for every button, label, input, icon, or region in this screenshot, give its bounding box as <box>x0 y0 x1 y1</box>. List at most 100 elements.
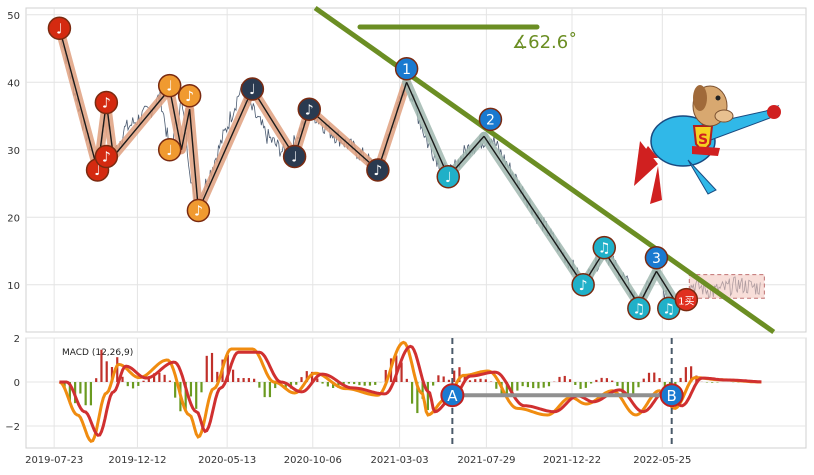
macd-divergence-label: A <box>447 387 458 405</box>
x-tick-label: 2019-12-12 <box>108 455 166 466</box>
macd-histogram-bar <box>411 382 413 404</box>
macd-histogram-bar <box>569 379 571 382</box>
price-y-tick-label: 30 <box>7 146 20 157</box>
wave-marker-label: ♫ <box>598 241 611 257</box>
snout-shape <box>715 110 733 122</box>
price-y-tick-label: 10 <box>7 281 20 292</box>
wave-marker-label: 3 <box>652 251 661 267</box>
macd-histogram-bar <box>374 382 376 385</box>
macd-histogram-bar <box>658 378 660 382</box>
macd-histogram-bar <box>537 382 539 388</box>
price-y-tick-label: 40 <box>7 78 20 89</box>
x-tick-label: 2020-05-13 <box>198 455 256 466</box>
macd-histogram-bar <box>211 353 213 382</box>
macd-histogram-bar <box>142 381 144 382</box>
eye-shape <box>716 96 721 101</box>
macd-histogram-bar <box>369 382 371 386</box>
wave-marker: 1买 <box>675 289 697 311</box>
macd-histogram-bar <box>606 378 608 382</box>
macd-histogram-bar <box>637 382 639 387</box>
wave-marker: ♪ <box>95 92 117 114</box>
macd-title: MACD (12,26,9) <box>62 348 133 358</box>
macd-histogram-bar <box>300 377 302 382</box>
wave-marker: 3 <box>645 247 667 269</box>
macd-histogram-bar <box>353 382 355 384</box>
price-y-tick-label: 50 <box>7 11 20 22</box>
macd-histogram-bar <box>601 378 603 382</box>
wave-marker-label: ♫ <box>633 301 646 317</box>
macd-histogram-bar <box>406 379 408 382</box>
macd-histogram-bar <box>516 382 518 391</box>
wave-marker-label: ♪ <box>102 150 111 166</box>
wave-marker-label: 2 <box>486 112 495 128</box>
macd-histogram-bar <box>100 350 102 382</box>
macd-y-tick-label: 2 <box>14 334 20 345</box>
macd-histogram-bar <box>469 380 471 382</box>
macd-histogram-bar <box>453 371 455 382</box>
wave-marker: ♩ <box>284 146 306 168</box>
wave-marker-label: ♩ <box>166 79 173 95</box>
wave-marker-label: ♩ <box>249 82 256 98</box>
macd-histogram-bar <box>427 382 429 410</box>
wave-marker-label: ♩ <box>445 170 452 186</box>
macd-histogram-bar <box>527 382 529 387</box>
macd-histogram-bar <box>348 382 350 384</box>
macd-histogram-bar <box>95 378 97 382</box>
macd-histogram-bar <box>132 382 134 388</box>
wave-marker: ♪ <box>367 159 389 181</box>
wave-marker-label: ♪ <box>194 204 203 220</box>
x-tick-label: 2020-10-06 <box>284 455 342 466</box>
macd-histogram-bar <box>522 382 524 386</box>
wave-marker: ♪ <box>572 274 594 296</box>
wave-marker-label: ♩ <box>291 150 298 166</box>
wave-marker-label: ♪ <box>102 96 111 112</box>
wave-marker: ♪ <box>179 85 201 107</box>
wave-marker-label: 1 <box>402 62 411 78</box>
macd-histogram-bar <box>137 382 139 386</box>
macd-histogram-bar <box>200 382 202 392</box>
wave-marker: ♩ <box>159 139 181 161</box>
macd-histogram-bar <box>474 379 476 382</box>
macd-histogram-bar <box>258 382 260 388</box>
macd-histogram-bar <box>237 378 239 382</box>
macd-histogram-bar <box>106 361 108 382</box>
macd-histogram-bar <box>437 375 439 382</box>
wave-marker: ♪ <box>95 146 117 168</box>
wave-marker-label: ♪ <box>373 163 382 179</box>
macd-histogram-bar <box>79 382 81 394</box>
macd-histogram-bar <box>611 381 613 382</box>
wave-marker-label: ♩ <box>166 143 173 159</box>
macd-histogram-bar <box>232 370 234 382</box>
macd-histogram-bar <box>121 377 123 382</box>
macd-histogram-bar <box>127 382 129 386</box>
x-tick-label: 2021-07-29 <box>457 455 515 466</box>
macd-histogram-bar <box>158 373 160 382</box>
wave-marker: ♩ <box>437 166 459 188</box>
macd-histogram-bar <box>579 382 581 389</box>
macd-histogram-bar <box>711 382 713 383</box>
macd-histogram-bar <box>632 382 634 395</box>
wave-marker: ♩ <box>159 75 181 97</box>
wave-marker: 2 <box>479 108 501 130</box>
wave-marker: ♫ <box>593 237 615 259</box>
macd-histogram-bar <box>643 379 645 382</box>
macd-histogram-bar <box>685 367 687 382</box>
macd-histogram-bar <box>90 382 92 405</box>
wave-marker-label: ♩ <box>56 21 63 37</box>
price-y-tick-label: 20 <box>7 213 20 224</box>
macd-histogram-bar <box>264 382 266 397</box>
macd-histogram-bar <box>543 382 545 388</box>
x-tick-label: 2022-05-25 <box>633 455 691 466</box>
macd-histogram-bar <box>164 375 166 382</box>
wave-marker: ♩ <box>48 17 70 39</box>
fist-shape <box>767 105 781 119</box>
wave-marker-label: ♫ <box>662 301 675 317</box>
wave-marker: ♪ <box>187 200 209 222</box>
emblem-letter: S <box>698 132 708 148</box>
macd-histogram-bar <box>358 382 360 385</box>
wave-marker: ♪ <box>298 98 320 120</box>
macd-histogram-bar <box>495 382 497 389</box>
macd-histogram-bar <box>448 380 450 382</box>
